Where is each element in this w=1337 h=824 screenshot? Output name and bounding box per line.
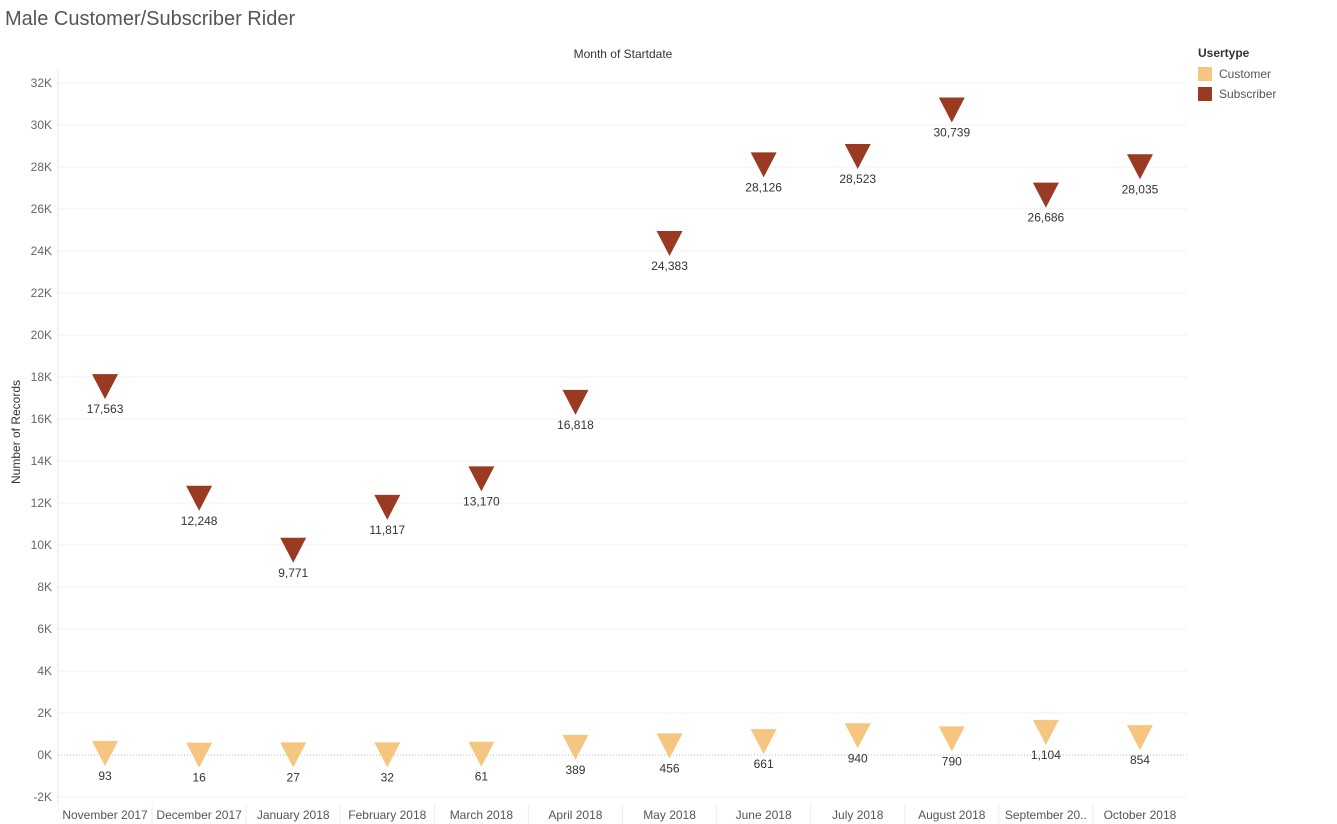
gridlines — [57, 70, 1187, 824]
data-label-subscriber: 28,126 — [745, 180, 782, 194]
legend-title: Usertype — [1198, 46, 1250, 60]
y-tick-label: 18K — [31, 370, 52, 384]
data-label-subscriber: 26,686 — [1028, 211, 1065, 225]
y-tick-label: 0K — [37, 748, 52, 762]
data-label-subscriber: 16,818 — [557, 418, 594, 432]
y-tick-label: 32K — [31, 76, 52, 90]
x-category-label: February 2018 — [348, 808, 426, 822]
chart-title: Male Customer/Subscriber Rider — [5, 8, 296, 30]
x-category-label: December 2017 — [156, 808, 242, 822]
x-category-label: May 2018 — [643, 808, 696, 822]
y-tick-label: 22K — [31, 286, 52, 300]
y-tick-label: 28K — [31, 160, 52, 174]
y-axis-title: Number of Records — [9, 380, 23, 484]
y-tick-label: 4K — [37, 664, 52, 678]
y-tick-label: 26K — [31, 202, 52, 216]
data-label-customer: 661 — [754, 757, 774, 771]
data-label-subscriber: 30,739 — [933, 125, 970, 139]
data-point-customer[interactable] — [374, 742, 401, 768]
x-category-label: March 2018 — [450, 808, 514, 822]
data-point-customer[interactable] — [844, 723, 871, 749]
data-label-subscriber: 24,383 — [651, 259, 688, 273]
data-label-customer: 456 — [660, 761, 680, 775]
x-category-label: June 2018 — [736, 808, 792, 822]
data-point-subscriber[interactable] — [374, 494, 401, 520]
data-point-customer[interactable] — [750, 729, 777, 755]
data-point-subscriber[interactable] — [656, 230, 683, 256]
data-marks[interactable] — [92, 97, 1153, 768]
data-point-customer[interactable] — [1126, 725, 1153, 751]
y-tick-label: 8K — [37, 580, 52, 594]
data-point-customer[interactable] — [938, 726, 965, 752]
data-label-customer: 61 — [475, 770, 489, 784]
legend-label-subscriber: Subscriber — [1219, 87, 1277, 101]
y-tick-label: 2K — [37, 706, 52, 720]
y-tick-label: -2K — [33, 790, 52, 804]
data-point-subscriber[interactable] — [92, 374, 119, 400]
data-label-customer: 16 — [192, 771, 206, 785]
y-tick-label: 12K — [31, 496, 52, 510]
y-axis-ticks: -2K 0K 2K 4K 6K 8K 10K 12K 14K 16K 18K 20K 22K 24K 26K… — [31, 76, 52, 804]
x-category-label: January 2018 — [257, 808, 330, 822]
data-point-customer[interactable] — [656, 733, 683, 759]
legend-item-subscriber[interactable]: Subscriber — [1198, 84, 1276, 104]
data-labels: 93 16 27 32 61 389 456 661 940 790 1,104 854 17,563 1… — [87, 125, 1159, 784]
data-label-subscriber: 17,563 — [87, 402, 124, 416]
x-axis-title: Month of Startdate — [574, 47, 673, 61]
data-point-subscriber[interactable] — [186, 485, 213, 511]
data-point-subscriber[interactable] — [468, 466, 495, 492]
data-label-subscriber: 12,248 — [181, 514, 218, 528]
data-label-customer: 940 — [848, 751, 868, 765]
x-category-label: September 20.. — [1005, 808, 1087, 822]
x-category-label: November 2017 — [62, 808, 148, 822]
y-tick-label: 24K — [31, 244, 52, 258]
data-point-subscriber[interactable] — [280, 537, 307, 563]
x-category-label: October 2018 — [1104, 808, 1177, 822]
y-tick-label: 14K — [31, 454, 52, 468]
data-point-subscriber[interactable] — [750, 152, 777, 178]
data-label-subscriber: 13,170 — [463, 494, 500, 508]
data-point-customer[interactable] — [186, 742, 213, 768]
data-label-subscriber: 28,035 — [1122, 182, 1159, 196]
data-label-customer: 1,104 — [1031, 748, 1061, 762]
data-point-subscriber[interactable] — [938, 97, 965, 123]
legend-swatch-customer — [1198, 67, 1212, 81]
x-category-label: August 2018 — [918, 808, 986, 822]
y-tick-label: 6K — [37, 622, 52, 636]
y-tick-label: 20K — [31, 328, 52, 342]
y-tick-label: 10K — [31, 538, 52, 552]
x-category-label: April 2018 — [548, 808, 602, 822]
data-point-subscriber[interactable] — [1126, 154, 1153, 180]
data-label-subscriber: 11,817 — [369, 523, 405, 537]
data-point-subscriber[interactable] — [1032, 182, 1059, 208]
data-label-customer: 790 — [942, 754, 962, 768]
data-point-customer[interactable] — [1032, 719, 1059, 745]
data-point-customer[interactable] — [468, 741, 495, 767]
data-point-subscriber[interactable] — [844, 144, 871, 170]
data-label-customer: 27 — [287, 770, 301, 784]
y-tick-label: 16K — [31, 412, 52, 426]
data-label-customer: 93 — [98, 769, 112, 783]
data-label-customer: 854 — [1130, 753, 1150, 767]
data-label-subscriber: 9,771 — [278, 566, 308, 580]
y-tick-label: 30K — [31, 118, 52, 132]
legend-swatch-subscriber — [1198, 87, 1212, 101]
data-point-customer[interactable] — [562, 734, 589, 760]
data-point-customer[interactable] — [280, 742, 307, 768]
legend: Usertype Customer Subscriber — [1198, 46, 1276, 104]
x-axis-categories: November 2017 December 2017 January 2018 Fe… — [62, 808, 1176, 822]
data-point-subscriber[interactable] — [562, 389, 589, 415]
x-category-label: July 2018 — [832, 808, 884, 822]
data-label-customer: 389 — [565, 763, 585, 777]
data-point-customer[interactable] — [92, 741, 119, 767]
legend-item-customer[interactable]: Customer — [1198, 64, 1276, 84]
data-label-customer: 32 — [381, 770, 395, 784]
data-label-subscriber: 28,523 — [839, 172, 876, 186]
legend-label-customer: Customer — [1219, 67, 1272, 81]
